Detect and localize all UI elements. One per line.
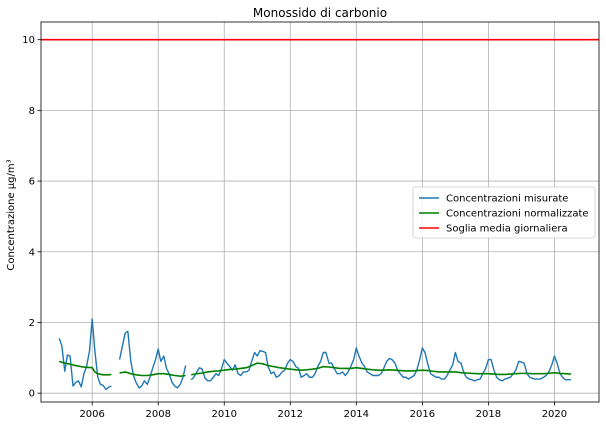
chart-title: Monossido di carbonio [253,6,387,20]
x-tick-label: 2020 [542,409,567,420]
x-tick-label: 2008 [145,409,170,420]
series-line-normalized [119,371,186,378]
x-tick-label: 2010 [212,409,237,420]
x-tick-label: 2016 [410,409,435,420]
y-axis-label: Concentrazione μg/m³ [6,159,17,270]
legend-label-normalized: Concentrazioni normalizzate [446,209,589,220]
series-layer [41,38,599,391]
series-line-normalized [191,362,571,376]
legend-box [412,186,596,239]
series-line-measured [58,318,112,391]
x-tick-label: 2006 [79,409,104,420]
y-tick-label: 8 [29,106,35,117]
y-tick-label: 4 [29,247,35,258]
x-tick-label: 2018 [476,409,501,420]
series-line-measured [118,330,187,389]
x-tick-label: 2014 [344,409,369,420]
ticks: 2006 2008 2010 2012 2014 2016 2018 2020 0 2 4 6 8 10 [22,35,567,420]
x-tick-label: 2012 [278,409,303,420]
y-tick-label: 10 [22,35,35,46]
series-line-measured [190,347,571,382]
legend: Concentrazioni misurate Concentrazioni no… [412,186,596,239]
plot-frame [40,21,600,403]
y-tick-label: 2 [29,318,35,329]
legend-label-threshold: Soglia media giornaliera [446,224,568,235]
y-tick-label: 6 [29,177,35,188]
series-line-normalized [58,360,112,376]
y-tick-label: 0 [29,389,35,400]
legend-label-measured: Concentrazioni misurate [446,194,568,205]
